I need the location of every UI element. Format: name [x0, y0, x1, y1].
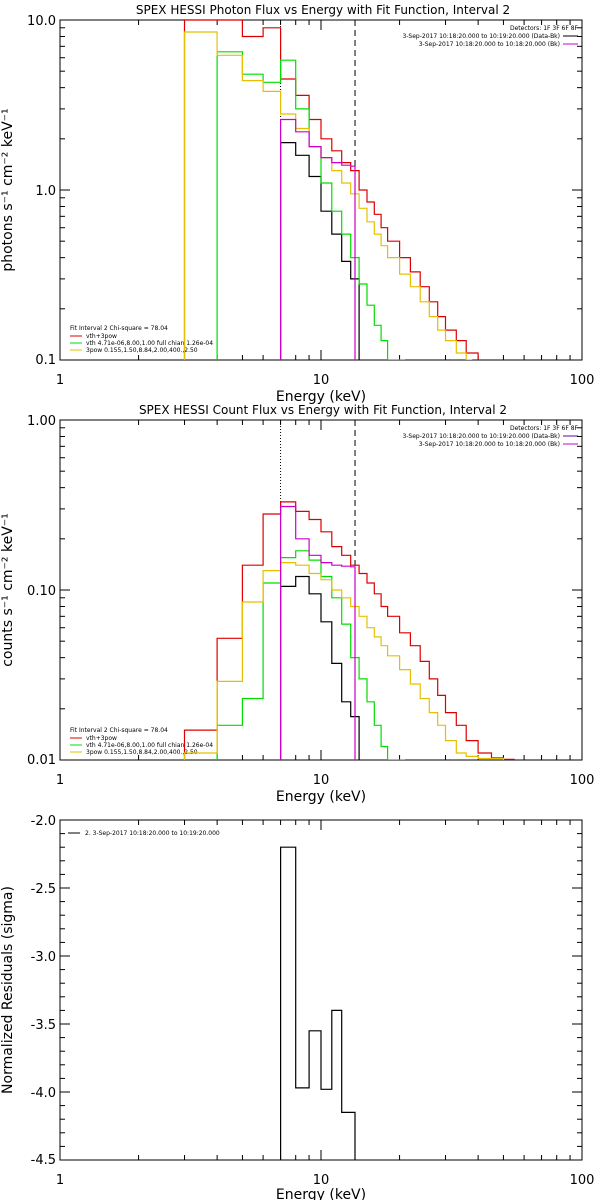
legend-vth: vth 4.71e-06,8.00,1.00 full chian 1.26e-…	[86, 340, 213, 347]
x-tick-label: 1	[56, 1173, 64, 1188]
y-axis-label: counts s⁻¹ cm⁻² keV⁻¹	[0, 513, 16, 667]
y-tick-label: -3.5	[31, 1018, 56, 1033]
y-tick-label: 0.1	[35, 353, 56, 368]
y-axis-label: photons s⁻¹ cm⁻² keV⁻¹	[0, 108, 16, 271]
chart-title: SPEX HESSI Count Flux vs Energy with Fit…	[139, 403, 507, 417]
x-tick-label: 100	[570, 773, 595, 788]
legend-vth-3pow: vth+3pow	[86, 735, 117, 742]
series-vth-line	[216, 51, 406, 360]
plot-frame	[59, 419, 583, 761]
series-vth-3pow-line	[183, 501, 515, 760]
x-tick-label: 100	[570, 373, 595, 388]
legend-bk: 3-Sep-2017 10:18:20.000 to 10:18:20.000 …	[419, 441, 560, 448]
plot-frame	[59, 819, 583, 1161]
panel-0-marks	[59, 20, 582, 361]
panel-1-marks	[59, 420, 582, 761]
y-tick-label: -4.5	[31, 1153, 56, 1168]
panel-residuals: -2.0 -2.5 -3.0 -3.5 -4.0 -4.5 1 10 100 E…	[0, 814, 595, 1203]
series-bk-line	[280, 118, 356, 360]
series-3pow-line	[183, 31, 473, 360]
y-tick-label: 0.01	[27, 753, 56, 768]
axis-ticks	[59, 819, 582, 1161]
legend-interval: 2. 3-Sep-2017 10:18:20.000 to 10:19:20.0…	[85, 830, 220, 837]
y-tick-label: 1.0	[35, 184, 56, 199]
series-3pow-line	[183, 562, 504, 760]
x-tick-label: 10	[313, 1173, 330, 1188]
chart-title: SPEX HESSI Photon Flux vs Energy with Fi…	[136, 3, 510, 17]
panel-count-flux: SPEX HESSI Count Flux vs Energy with Fit…	[0, 403, 594, 805]
chart-marks	[59, 20, 582, 1161]
panel-2-marks	[59, 819, 582, 1161]
series-vth-line	[216, 550, 406, 760]
y-tick-label: 1.00	[27, 414, 56, 429]
legend-fit-interval: Fit Interval 2 Chi-square = 78.04	[70, 727, 168, 734]
y-tick-label: -3.0	[31, 950, 56, 965]
series-2--line	[280, 846, 356, 1160]
x-tick-label: 1	[56, 773, 64, 788]
legend-detectors: Detectors: 1F 3F 6F 8F	[510, 25, 579, 32]
x-axis-label: Energy (keV)	[276, 1187, 366, 1200]
x-axis-label: Energy (keV)	[276, 389, 366, 405]
series-data-bk-line	[280, 575, 360, 760]
y-tick-label: -2.0	[31, 814, 56, 829]
y-tick-label: -4.0	[31, 1086, 56, 1101]
legend-data-bk: 3-Sep-2017 10:18:20.000 to 10:19:20.000 …	[402, 433, 560, 440]
legend-fit-interval: Fit Interval 2 Chi-square = 78.04	[70, 325, 168, 332]
y-tick-label: 10.0	[27, 14, 56, 29]
x-tick-label: 10	[313, 373, 330, 388]
x-tick-label: 100	[570, 1173, 595, 1188]
legend-detectors: Detectors: 1F 3F 6F 8F	[510, 425, 579, 432]
y-tick-label: 0.10	[27, 584, 56, 599]
y-axis-label: Normalized Residuals (sigma)	[0, 886, 16, 1094]
legend-3pow: 3pow 0.155,1.50,8.84,2.00,400.,2.50	[86, 749, 198, 756]
x-axis-label: Energy (keV)	[276, 789, 366, 805]
x-tick-label: 10	[313, 773, 330, 788]
legend-vth-3pow: vth+3pow	[86, 333, 117, 340]
legend-bk: 3-Sep-2017 10:18:20.000 to 10:18:20.000 …	[419, 41, 560, 48]
series-bk-line	[280, 505, 356, 760]
x-tick-label: 1	[56, 373, 64, 388]
y-tick-label: -2.5	[31, 882, 56, 897]
axis-ticks	[59, 420, 582, 761]
legend-data-bk: 3-Sep-2017 10:18:20.000 to 10:19:20.000 …	[402, 33, 560, 40]
legend-vth: vth 4.71e-06,8.00,1.00 full chian 1.26e-…	[86, 742, 213, 749]
series-data-bk-line	[280, 142, 360, 360]
panel-photon-flux: SPEX HESSI Photon Flux vs Energy with Fi…	[0, 3, 594, 405]
legend-3pow: 3pow 0.155,1.50,8.84,2.00,400.,2.50	[86, 347, 198, 354]
